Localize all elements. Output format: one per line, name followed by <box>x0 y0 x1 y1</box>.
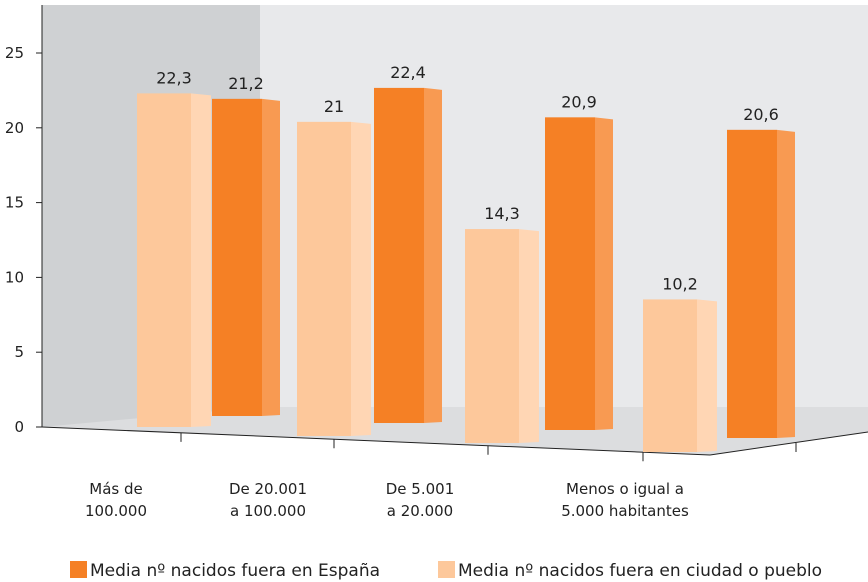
x-category-label: 100.000 <box>85 502 147 520</box>
x-axis-line-side <box>709 431 868 456</box>
data-label: 10,2 <box>662 274 698 293</box>
data-label: 22,3 <box>156 68 192 87</box>
data-label: 20,6 <box>743 105 779 124</box>
y-tick-label: 20 <box>5 119 24 137</box>
bar-side <box>777 129 795 438</box>
bar-ciudad-o-pueblo: 14,3 <box>465 204 539 443</box>
bar-espana: 21,2 <box>212 74 280 417</box>
bar-front <box>727 129 777 438</box>
bar-front <box>545 117 595 430</box>
bar-side <box>191 93 211 427</box>
bar-front <box>643 299 697 452</box>
legend-item: Media nº nacidos fuera en España <box>70 561 380 581</box>
bar-side <box>262 98 280 417</box>
bars: 22,3 21,2 21 22,4 14,3 20,9 10,2 20,6 <box>137 63 795 452</box>
y-tick-label: 5 <box>14 343 24 361</box>
legend-item: Media nº nacidos fuera en ciudad o puebl… <box>438 561 822 581</box>
bar-side <box>697 299 717 452</box>
x-category-label: 5.000 habitantes <box>561 502 689 520</box>
legend-swatch <box>70 561 87 578</box>
x-category-label: De 20.001 <box>229 480 307 498</box>
bar-side <box>595 117 613 430</box>
bar-front <box>465 229 519 443</box>
data-label: 22,4 <box>390 63 426 82</box>
data-label: 14,3 <box>484 204 520 223</box>
x-category-label: a 100.000 <box>230 502 306 520</box>
bar-front <box>297 121 351 436</box>
x-category-label: Menos o igual a <box>566 480 684 498</box>
bar-espana: 20,9 <box>545 92 613 430</box>
bar-side <box>351 121 371 436</box>
legend-swatch <box>438 561 455 578</box>
data-label: 21 <box>324 97 344 116</box>
x-category-label: De 5.001 <box>386 480 455 498</box>
x-axis-line-front <box>41 426 711 456</box>
bar-side <box>519 229 539 443</box>
x-axis-category-labels: Más de 100.000 De 20.001 a 100.000 De 5.001 a… <box>85 480 689 520</box>
bar-front <box>374 87 424 424</box>
data-label: 20,9 <box>561 92 597 111</box>
bar-ciudad-o-pueblo: 21 <box>297 97 371 436</box>
bar-ciudad-o-pueblo: 22,3 <box>137 68 211 427</box>
bar-espana: 22,4 <box>374 63 442 424</box>
y-tick-label: 15 <box>5 194 24 212</box>
y-tick-label: 10 <box>5 268 24 286</box>
bar-front <box>137 93 191 427</box>
legend-label: Media nº nacidos fuera en ciudad o puebl… <box>458 561 822 581</box>
bar-front <box>212 98 262 417</box>
data-label: 21,2 <box>228 74 264 93</box>
y-tick-label: 0 <box>14 418 24 436</box>
legend: Media nº nacidos fuera en España Media nº… <box>70 561 822 581</box>
x-category-label: Más de <box>89 480 142 498</box>
y-axis: 0 5 10 15 20 25 <box>5 5 868 462</box>
bar-ciudad-o-pueblo: 10,2 <box>643 274 717 452</box>
bar-side <box>424 87 442 424</box>
x-category-label: a 20.000 <box>387 502 453 520</box>
y-tick-label: 25 <box>5 44 24 62</box>
bar-espana: 20,6 <box>727 105 795 438</box>
legend-label: Media nº nacidos fuera en España <box>90 561 380 581</box>
